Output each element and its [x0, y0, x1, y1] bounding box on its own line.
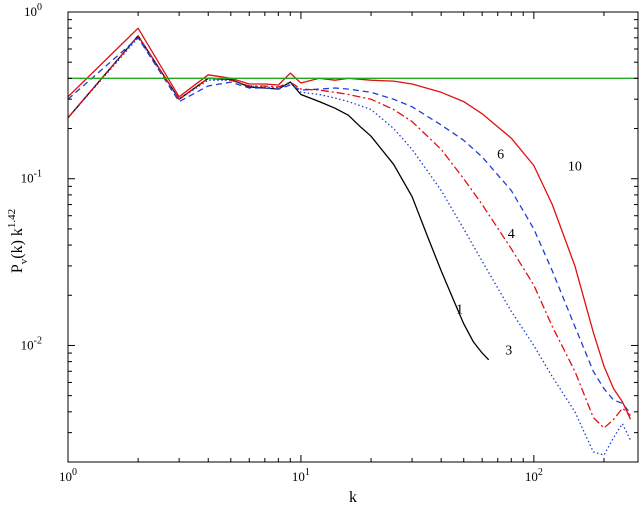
y-tick-label: 100 [24, 2, 42, 19]
y-axis-label-rest: (k) k [9, 228, 26, 259]
series-10-line [68, 27, 632, 420]
curve-label-1: 1 [456, 303, 463, 318]
labels-layer: 1 3 4 6 10 [456, 148, 582, 359]
curve-label-6: 6 [497, 148, 504, 163]
series-1-line [68, 35, 490, 361]
series-3-line [68, 37, 632, 456]
curve-label-3: 3 [505, 344, 512, 359]
y-axis-label: Pv(k) k1.42 [6, 209, 30, 273]
series-layer [68, 27, 638, 456]
curve-label-10: 10 [568, 160, 582, 175]
x-axis-label: k [349, 489, 357, 506]
y-tick-label: 10-1 [21, 169, 42, 186]
y-axis-label-subscript: v [18, 258, 30, 264]
x-tick-label: 100 [59, 467, 77, 484]
y-tick-label: 10-2 [21, 335, 42, 352]
y-axis-label-main: P [9, 264, 26, 273]
plot-frame [67, 11, 639, 463]
y-axis-label-superscript: 1.42 [6, 209, 18, 228]
x-tick-label: 101 [292, 467, 310, 484]
series-4-line [68, 35, 631, 429]
series-6-line [68, 37, 632, 415]
curve-label-4: 4 [508, 227, 515, 242]
x-tick-label: 102 [525, 467, 543, 484]
